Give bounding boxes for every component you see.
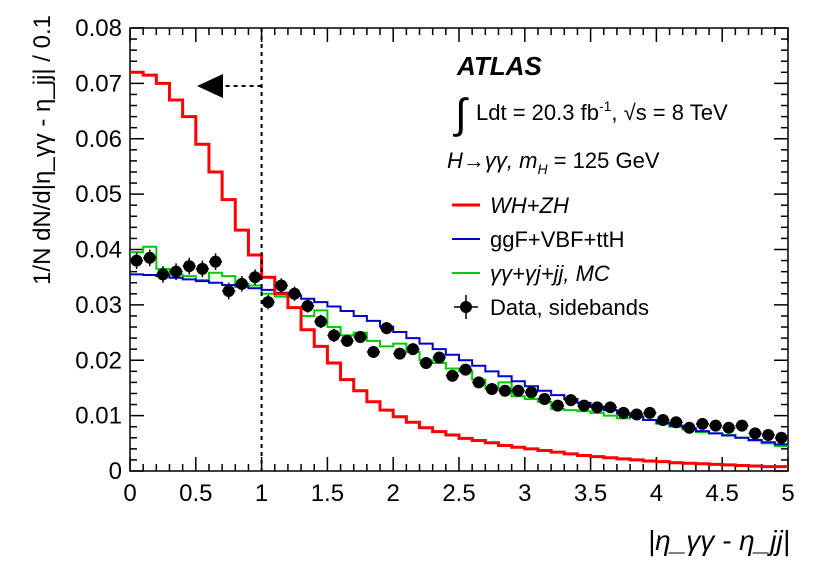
- data-point: [235, 277, 248, 290]
- data-point: [656, 414, 669, 427]
- y-tick-label: 0.01: [75, 403, 122, 430]
- lumi-exponent: -1: [599, 98, 612, 114]
- data-point: [709, 419, 722, 432]
- y-tick-label: 0.07: [75, 70, 122, 97]
- data-point: [564, 394, 577, 407]
- x-tick-label: 3: [518, 480, 531, 507]
- data-point: [485, 383, 498, 396]
- data-point: [512, 384, 525, 397]
- data-point: [156, 268, 169, 281]
- data-point: [393, 347, 406, 360]
- data-point: [472, 376, 485, 389]
- legend-label: ggF+VBF+ttH: [490, 227, 625, 252]
- data-point: [538, 393, 551, 406]
- data-point: [499, 384, 512, 397]
- y-tick-label: 0.04: [75, 237, 122, 264]
- data-point: [643, 406, 656, 419]
- data-point: [130, 254, 143, 267]
- x-tick-labels: 0 0.5 1 1.5 2 2.5 3 3.5 4 4.5 5: [123, 480, 794, 507]
- data-point: [591, 401, 604, 414]
- energy-text: , √s = 8 TeV: [611, 100, 728, 125]
- data-point: [459, 363, 472, 376]
- y-tick-label: 0.03: [75, 292, 122, 319]
- data-point: [314, 315, 327, 328]
- axis-ticks: [129, 27, 789, 472]
- y-tick-label: 0: [109, 458, 122, 485]
- data-point: [775, 431, 788, 444]
- data-point: [367, 345, 380, 358]
- data-point: [288, 287, 301, 300]
- legend-label: γγ+γj+jj, MC: [490, 261, 610, 286]
- data-point: [722, 421, 735, 434]
- lumi-value: Ldt = 20.3 fb: [476, 100, 599, 125]
- x-tick-label: 2.5: [442, 480, 475, 507]
- y-axis-label: 1/N dN/d|η_γγ - η_jj| / 0.1: [29, 15, 56, 285]
- data-point: [433, 351, 446, 364]
- data-point: [170, 265, 183, 278]
- x-tick-label: 4.5: [706, 480, 739, 507]
- data-point: [735, 419, 748, 432]
- experiment-label: ATLAS: [456, 51, 542, 81]
- data-point: [327, 329, 340, 342]
- process-subscript: H: [537, 161, 548, 177]
- legend-swatch-point: [460, 301, 472, 313]
- y-tick-label: 0.06: [75, 126, 122, 153]
- series-line-ggf-vbf-tth: [130, 273, 788, 446]
- data-points-layer: [130, 249, 788, 444]
- data-point: [275, 279, 288, 292]
- data-point: [551, 399, 564, 412]
- data-point: [446, 369, 459, 382]
- data-point: [222, 285, 235, 298]
- legend-label: WH+ZH: [490, 193, 569, 218]
- x-tick-label: 0.5: [179, 480, 212, 507]
- legend: WH+ZH ggF+VBF+ttH γγ+γj+jj, MC Data, sideba…: [452, 193, 649, 320]
- data-point: [249, 271, 262, 284]
- x-tick-label: 5: [781, 480, 794, 507]
- data-point: [341, 334, 354, 347]
- y-tick-label: 0.02: [75, 347, 122, 374]
- x-tick-label: 1.5: [311, 480, 344, 507]
- series-line-wh-zh: [130, 70, 788, 469]
- y-tick-labels: 0 0.01 0.02 0.03 0.04 0.05 0.06 0.07 0.08: [75, 15, 122, 485]
- data-point: [354, 330, 367, 343]
- x-axis-label: |η_γγ - η_jj|: [648, 525, 790, 556]
- x-tick-label: 0: [123, 480, 136, 507]
- data-point: [696, 417, 709, 430]
- series-line--j-jj-mc: [130, 245, 788, 448]
- y-tick-label: 0.05: [75, 181, 122, 208]
- data-point: [630, 408, 643, 421]
- x-tick-label: 2: [387, 480, 400, 507]
- data-point: [762, 429, 775, 442]
- legend-label: Data, sidebands: [490, 295, 649, 320]
- process-mass: = 125 GeV: [548, 148, 660, 173]
- x-tick-label: 1: [255, 480, 268, 507]
- process-label: H→γγ, m: [447, 148, 537, 173]
- lumi-integral-symbol: ∫: [453, 90, 469, 137]
- data-point: [420, 357, 433, 370]
- data-point: [301, 299, 314, 312]
- data-point: [380, 322, 393, 335]
- data-point: [670, 416, 683, 429]
- x-tick-label: 4: [650, 480, 663, 507]
- cut-arrow-head-icon: [197, 74, 223, 98]
- data-point: [525, 386, 538, 399]
- data-point: [683, 421, 696, 434]
- data-point: [604, 401, 617, 414]
- y-tick-label: 0.08: [75, 15, 122, 42]
- data-point: [617, 406, 630, 419]
- data-point: [209, 255, 222, 268]
- data-point: [143, 251, 156, 264]
- x-tick-label: 3.5: [574, 480, 607, 507]
- data-point: [406, 343, 419, 356]
- data-point: [183, 260, 196, 273]
- process-text: H→γγ, mH = 125 GeV: [447, 148, 660, 177]
- lumi-text: Ldt = 20.3 fb-1, √s = 8 TeV: [476, 98, 728, 125]
- data-point: [196, 262, 209, 275]
- data-point: [262, 296, 275, 309]
- data-point: [578, 399, 591, 412]
- data-point: [749, 427, 762, 440]
